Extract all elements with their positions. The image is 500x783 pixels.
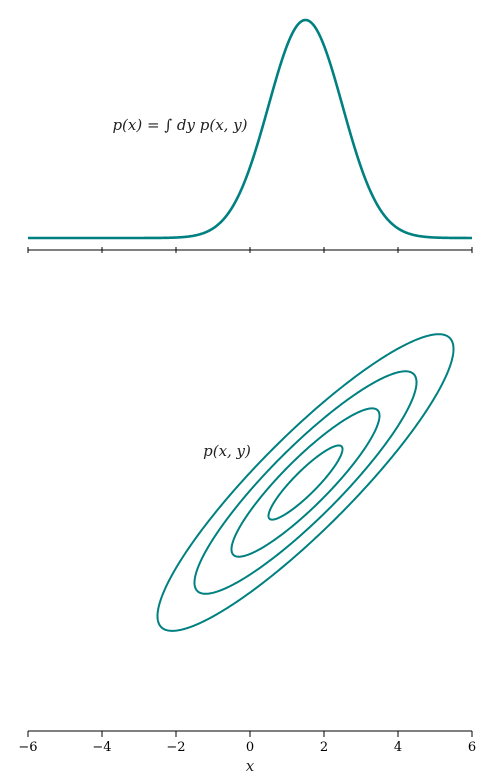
marginal-density-curve [28, 18, 472, 240]
x-tick-label: −4 [92, 740, 111, 755]
x-tick-label: 0 [246, 740, 254, 755]
contour-line-4 [156, 333, 455, 632]
x-tick-label: −6 [18, 740, 37, 755]
contour-line-3 [193, 370, 418, 595]
x-tick-label: 6 [468, 740, 476, 755]
marginal-annotation: p(x) = ∫ dy p(x, y) [112, 116, 247, 134]
marginal-panel: p(x) = ∫ dy p(x, y) [27, 18, 473, 253]
top-x-axis-ticks [27, 247, 473, 253]
contour-line-2 [230, 407, 381, 558]
x-tick-label: −2 [166, 740, 185, 755]
joint-contours [156, 333, 455, 632]
joint-panel: −6 −4 −2 0 2 4 6 p(x, y) x [18, 333, 476, 775]
x-axis-label: x [246, 757, 255, 775]
contour-line-1 [267, 444, 344, 521]
bottom-x-axis-ticks: −6 −4 −2 0 2 4 6 [18, 731, 476, 755]
joint-annotation: p(x, y) [203, 442, 251, 460]
x-tick-label: 2 [320, 740, 328, 755]
x-tick-label: 4 [394, 740, 402, 755]
